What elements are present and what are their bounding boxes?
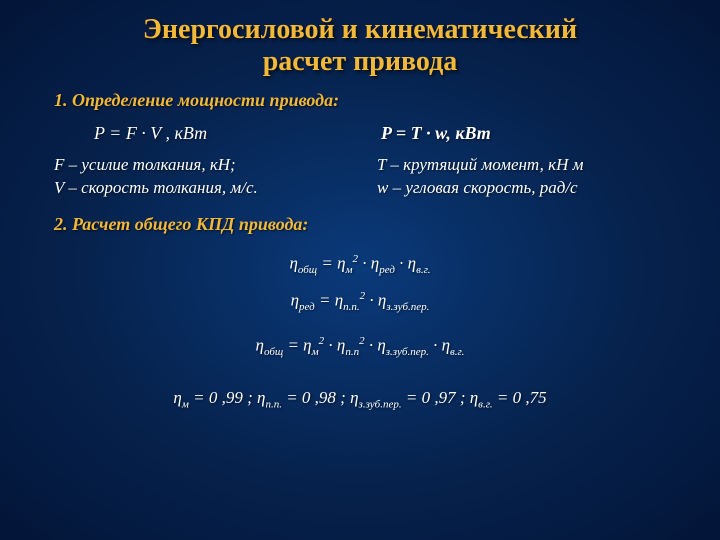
- formula-3: ηобщ = ηм2 · ηп.п2 · ηз.зуб.пер. · ηв.г.: [0, 335, 720, 358]
- section-2-heading: 2. Расчет общего КПД привода:: [0, 200, 720, 239]
- def-right-1: T – крутящий момент, кН м: [377, 154, 680, 177]
- formula-1: ηобщ = ηм2 · ηред · ηв.г.: [0, 253, 720, 276]
- title-line-2: расчет привода: [263, 46, 458, 77]
- title-line-1: Энергосиловой и кинематический: [143, 14, 577, 45]
- def-left-1: F – усилие толкания, кН;: [54, 154, 357, 177]
- right-column: P = T · w, кВт T – крутящий момент, кН м…: [377, 115, 680, 200]
- section-1-heading: 1. Определение мощности привода:: [0, 84, 720, 115]
- formula-block: ηобщ = ηм2 · ηред · ηв.г. ηред = ηп.п.2 …: [0, 253, 720, 411]
- left-column: P = F · V , кВт F – усилие толкания, кН;…: [54, 115, 357, 200]
- equation-right: P = T · w, кВт: [377, 115, 680, 154]
- definitions-row: P = F · V , кВт F – усилие толкания, кН;…: [0, 115, 720, 200]
- slide-title: Энергосиловой и кинематический расчет пр…: [0, 0, 720, 84]
- def-left-2: V – скорость толкания, м/с.: [54, 177, 357, 200]
- def-right-2: w – угловая скорость, рад/с: [377, 177, 680, 200]
- formula-2: ηред = ηп.п.2 · ηз.зуб.пер.: [0, 290, 720, 313]
- equation-left: P = F · V , кВт: [54, 115, 357, 154]
- formula-4: ηм = 0 ,99 ; ηп.п. = 0 ,98 ; ηз.зуб.пер.…: [0, 388, 720, 410]
